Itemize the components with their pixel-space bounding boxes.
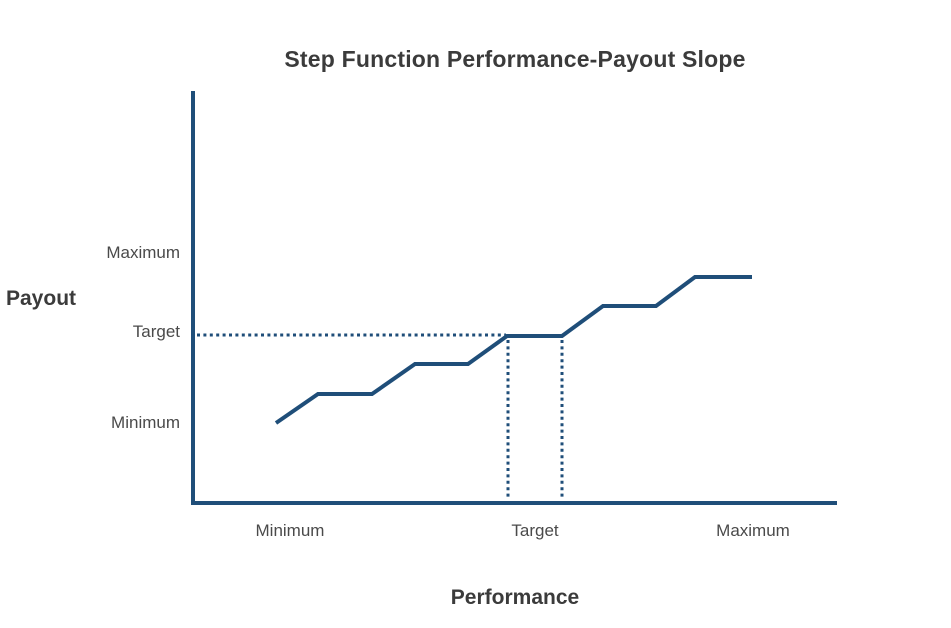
x-tick-label-target: Target xyxy=(511,521,559,540)
y-axis-title: Payout xyxy=(6,287,77,310)
y-tick-label-maximum: Maximum xyxy=(106,243,180,262)
x-tick-label-minimum: Minimum xyxy=(255,521,325,540)
y-tick-label-minimum: Minimum xyxy=(111,413,180,432)
chart-title: Step Function Performance-Payout Slope xyxy=(284,46,746,72)
payout-step-line xyxy=(274,275,752,425)
y-tick-label-target: Target xyxy=(132,322,180,341)
x-tick-label-maximum: Maximum xyxy=(716,521,790,540)
x-axis-title: Performance xyxy=(450,586,580,609)
